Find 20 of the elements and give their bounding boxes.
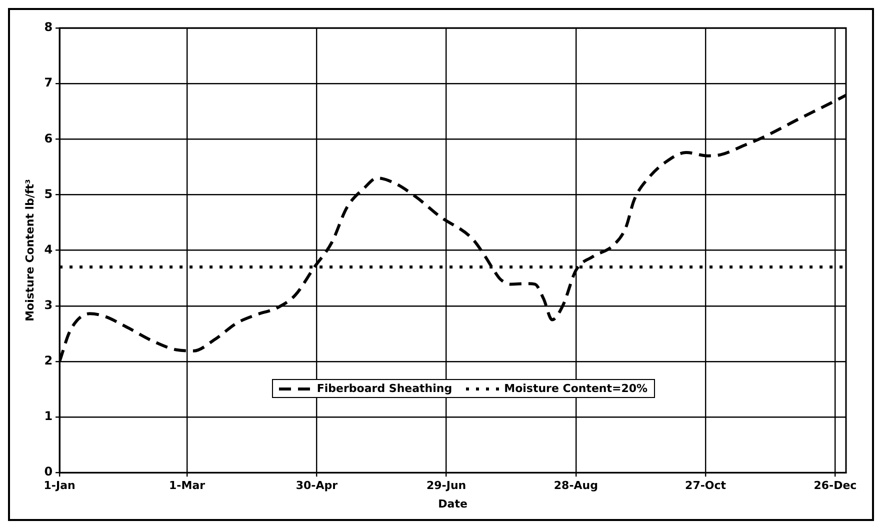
y-tick-label: 6 bbox=[44, 131, 53, 146]
legend-label: Moisture Content=20% bbox=[504, 382, 648, 396]
x-tick-label: 1-Mar bbox=[169, 479, 206, 492]
x-tick-label: 1-Jan bbox=[44, 479, 76, 492]
x-tick-label: 30-Apr bbox=[296, 479, 338, 492]
y-tick-label: 4 bbox=[44, 242, 53, 256]
y-axis-title: Moisture Content lb/ft³ bbox=[23, 178, 36, 322]
y-tick-label: 0 bbox=[44, 464, 53, 479]
y-tick-label: 3 bbox=[44, 298, 53, 312]
y-tick-label: 8 bbox=[44, 20, 53, 34]
y-tick-label: 5 bbox=[44, 186, 53, 201]
y-tick-label: 1 bbox=[44, 409, 53, 424]
x-axis-title: Date bbox=[438, 497, 468, 510]
x-tick-label: 26-Dec bbox=[814, 479, 857, 492]
y-tick-label: 7 bbox=[44, 76, 53, 90]
legend-label: Fiberboard Sheathing bbox=[316, 382, 452, 396]
y-tick-label: 2 bbox=[44, 354, 53, 368]
x-tick-label: 28-Aug bbox=[554, 479, 598, 492]
x-tick-label: 29-Jun bbox=[426, 479, 466, 492]
x-tick-label: 27-Oct bbox=[685, 479, 726, 492]
